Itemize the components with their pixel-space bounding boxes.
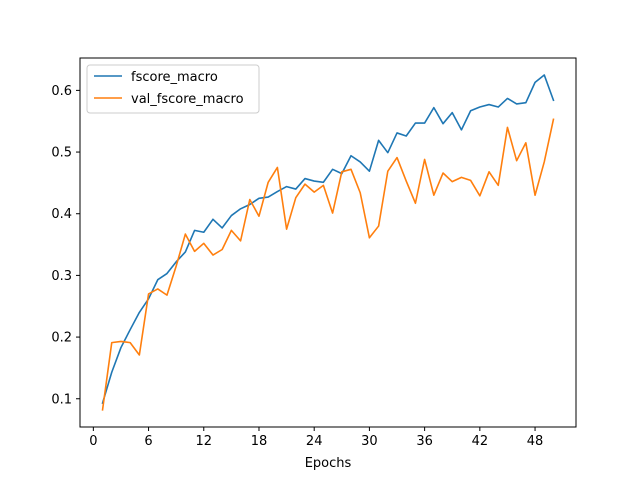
series-line-val-fscore-macro [101, 118, 555, 411]
y-tick-label: 0.2 [51, 331, 72, 346]
legend: fscore_macro val_fscore_macro [86, 64, 260, 114]
legend-label-val-fscore-macro: val_fscore_macro [131, 92, 244, 107]
ticks-layer: 0 6 12 18 24 30 36 42 48 0.1 0.2 0.3 0.4 0.5 0.6 [51, 84, 543, 449]
y-tick-label: 0.6 [51, 84, 72, 99]
x-tick-label: 48 [527, 434, 544, 449]
y-tick-label: 0.3 [51, 269, 72, 284]
y-tick-label: 0.4 [51, 207, 72, 222]
legend-box [86, 64, 260, 114]
x-tick-label: 12 [195, 434, 212, 449]
x-axis-label: Epochs [305, 456, 352, 471]
x-tick-label: 18 [251, 434, 268, 449]
y-tick-label: 0.5 [51, 146, 72, 161]
y-tick-label: 0.1 [51, 392, 72, 407]
x-tick-label: 24 [306, 434, 323, 449]
x-tick-label: 36 [416, 434, 433, 449]
plot-frame [79, 57, 577, 428]
x-tick-label: 6 [144, 434, 152, 449]
x-tick-label: 0 [89, 434, 97, 449]
legend-label-fscore-macro: fscore_macro [131, 70, 218, 85]
series-layer [101, 74, 555, 411]
x-tick-label: 30 [361, 434, 378, 449]
x-tick-label: 42 [472, 434, 489, 449]
